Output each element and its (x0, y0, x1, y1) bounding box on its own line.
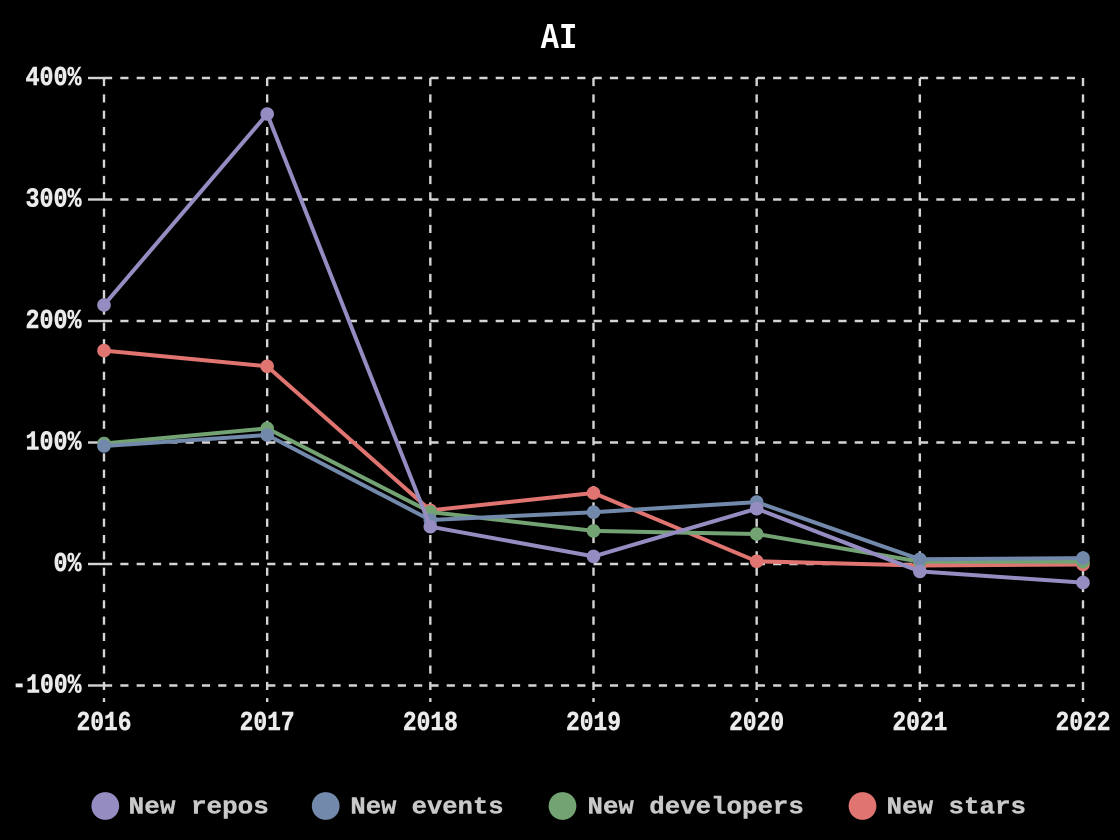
svg-text:2018: 2018 (403, 709, 458, 739)
svg-text:AI: AI (541, 18, 578, 59)
svg-text:2022: 2022 (1056, 709, 1111, 739)
svg-text:0%: 0% (54, 550, 83, 580)
svg-text:200%: 200% (26, 307, 83, 337)
svg-text:New events: New events (350, 795, 503, 822)
svg-text:2017: 2017 (240, 709, 295, 739)
svg-text:2019: 2019 (566, 709, 621, 739)
svg-text:400%: 400% (26, 64, 83, 94)
svg-text:New repos: New repos (129, 795, 269, 822)
svg-text:-100%: -100% (12, 671, 82, 701)
svg-text:2016: 2016 (77, 709, 132, 739)
svg-text:New developers: New developers (588, 795, 804, 822)
svg-text:2021: 2021 (892, 709, 947, 739)
svg-text:100%: 100% (26, 428, 83, 458)
svg-text:New stars: New stars (887, 795, 1026, 822)
svg-text:300%: 300% (26, 185, 83, 215)
svg-text:2020: 2020 (729, 709, 784, 739)
